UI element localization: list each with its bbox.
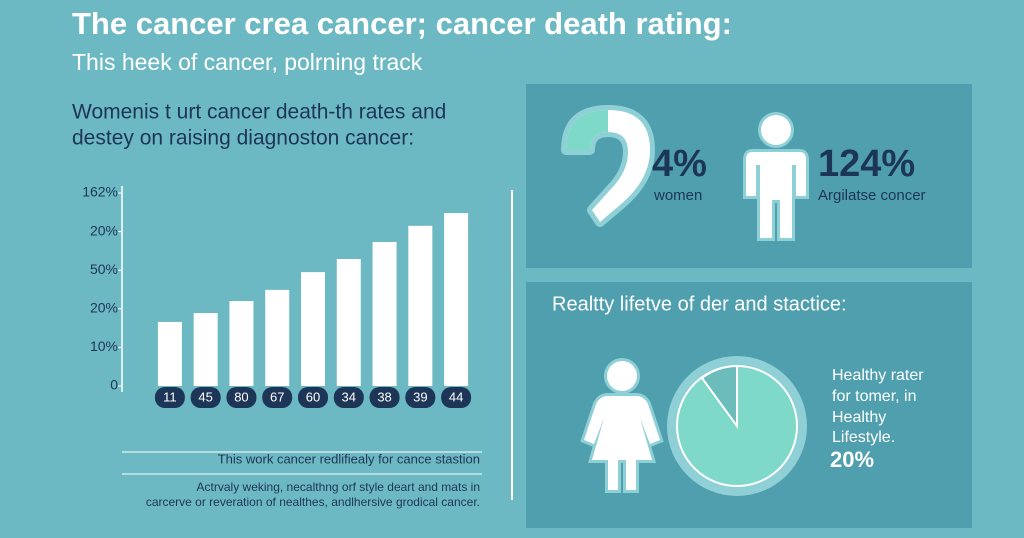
x-tick-label: 45 (198, 389, 212, 404)
bar (229, 301, 254, 386)
x-tick-label: 80 (234, 389, 248, 404)
bar (265, 289, 290, 386)
title: The cancer crea cancer; cancer death rat… (72, 6, 732, 41)
y-tick-label: 10% (90, 338, 118, 354)
chart-note: Actrvaly weking, necalthng orf style dea… (197, 480, 480, 494)
lifestyle-text: Healthy (832, 409, 886, 426)
person-icon (743, 112, 809, 241)
y-tick-label: 50% (90, 261, 118, 277)
chart-heading: destey on raising diagnoston cancer: (72, 127, 414, 150)
category-pill (441, 387, 472, 408)
lifestyle-value: 20% (830, 447, 874, 472)
x-tick-label: 44 (449, 389, 463, 404)
category-pill (298, 387, 328, 408)
x-tick-label: 38 (377, 389, 391, 404)
lifestyle-text: for tomer, in (832, 388, 916, 405)
chart-caption: This work cancer redlifiealy for cance s… (218, 451, 480, 466)
lifestyle-heading: Realtty lifetve of der and stactice: (552, 293, 847, 315)
subtitle: This heek of cancer, polrning track (72, 49, 423, 75)
bar (336, 259, 361, 386)
lifestyle-text: Lifestyle. (832, 429, 895, 446)
y-tick-label: 20% (90, 300, 118, 316)
pie-slice (700, 364, 738, 430)
bar (193, 313, 218, 386)
bar (301, 272, 325, 386)
bar (444, 213, 469, 386)
stat-value: 4% (652, 143, 707, 185)
category-pill (226, 387, 257, 408)
category-pill (405, 387, 436, 408)
category-pill (262, 387, 293, 408)
stat-label: Argilatse concer (818, 187, 926, 204)
x-tick-label: 39 (413, 389, 427, 404)
lifestyle-text: Healthy rater (832, 367, 924, 384)
y-tick-label: 162% (82, 184, 118, 200)
bar (408, 225, 433, 386)
stat-label: women (653, 187, 702, 204)
y-tick-label: 20% (90, 222, 118, 238)
x-tick-label: 67 (270, 389, 284, 404)
y-tick-label: 0 (110, 377, 118, 393)
bar (372, 242, 397, 386)
bar (157, 321, 182, 386)
chart-heading: Womenis t urt cancer death-th rates and (72, 101, 446, 124)
chart-note: carcerve or reveration of nealthes, andl… (146, 495, 480, 509)
x-tick-label: 34 (342, 389, 356, 404)
question-icon-accent (566, 110, 608, 150)
stat-value: 124% (818, 143, 915, 185)
category-pill (369, 387, 400, 408)
woman-icon (580, 358, 664, 493)
category-pill (154, 387, 185, 408)
category-pill (190, 387, 221, 408)
x-tick-label: 60 (306, 389, 320, 404)
x-tick-label: 11 (163, 389, 177, 404)
category-pill (333, 387, 364, 408)
